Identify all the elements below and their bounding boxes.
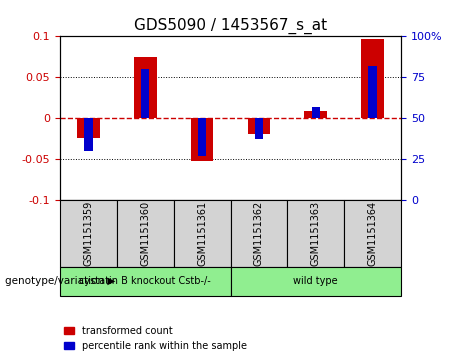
Bar: [361, 39, 384, 118]
Bar: [77, 118, 100, 138]
Bar: [312, 107, 320, 118]
Text: GSM1151360: GSM1151360: [140, 201, 150, 266]
Bar: [141, 69, 149, 118]
Bar: [191, 118, 213, 161]
Text: GSM1151363: GSM1151363: [311, 201, 321, 266]
Bar: [254, 118, 263, 139]
Bar: [248, 118, 270, 134]
Text: cystatin B knockout Cstb-/-: cystatin B knockout Cstb-/-: [79, 276, 211, 286]
Bar: [198, 118, 207, 156]
Bar: [304, 111, 327, 118]
Bar: [84, 118, 93, 151]
Text: wild type: wild type: [294, 276, 338, 286]
Text: genotype/variation ▶: genotype/variation ▶: [5, 276, 115, 286]
Legend: transformed count, percentile rank within the sample: transformed count, percentile rank withi…: [60, 322, 250, 355]
Bar: [368, 66, 377, 118]
Title: GDS5090 / 1453567_s_at: GDS5090 / 1453567_s_at: [134, 17, 327, 33]
Bar: [134, 57, 157, 118]
Text: GSM1151364: GSM1151364: [367, 201, 378, 266]
Text: GSM1151362: GSM1151362: [254, 201, 264, 266]
Text: GSM1151359: GSM1151359: [83, 201, 94, 266]
Text: GSM1151361: GSM1151361: [197, 201, 207, 266]
